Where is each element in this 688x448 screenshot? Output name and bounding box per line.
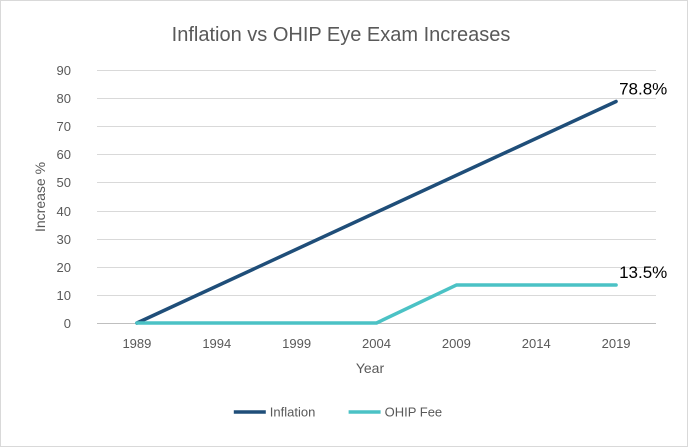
x-tick-label: 1999 [282,336,311,351]
x-tick-label: 2014 [522,336,551,351]
legend-entry: OHIP Fee [385,405,443,420]
legend: Inflation OHIP Fee [233,405,443,420]
y-tick-label: 30 [57,232,71,247]
y-axis-title: Increase % [32,162,48,232]
data-labels: 78.8% 13.5% [619,79,667,282]
y-tick-label: 80 [57,91,71,106]
data-label: 13.5% [619,263,667,282]
y-tick-label: 90 [57,63,71,78]
legend-entry: Inflation [270,405,316,420]
series-line-inflation [135,99,618,325]
y-tick-label: 50 [57,175,71,190]
y-tick-label: 0 [64,316,71,331]
x-tick-label: 2009 [442,336,471,351]
y-tick-label: 20 [57,260,71,275]
y-tick-label: 40 [57,204,71,219]
x-axis-title: Year [356,360,385,376]
series-line-ohip-fee [135,283,618,325]
y-tick-label: 10 [57,288,71,303]
chart-title: Inflation vs OHIP Eye Exam Increases [172,24,511,46]
series-lines [135,99,618,325]
x-tick-label: 2019 [602,336,631,351]
y-tick-label: 70 [57,119,71,134]
x-tick-label: 2004 [362,336,391,351]
y-tick-label: 60 [57,147,71,162]
x-tick-label: 1994 [202,336,231,351]
x-tick-label: 1989 [122,336,151,351]
data-label: 78.8% [619,79,667,98]
x-tick-labels: 1989 1994 1999 2004 2009 2014 2019 [122,336,630,351]
y-tick-labels: 0 10 20 30 40 50 60 70 80 90 [57,63,71,331]
